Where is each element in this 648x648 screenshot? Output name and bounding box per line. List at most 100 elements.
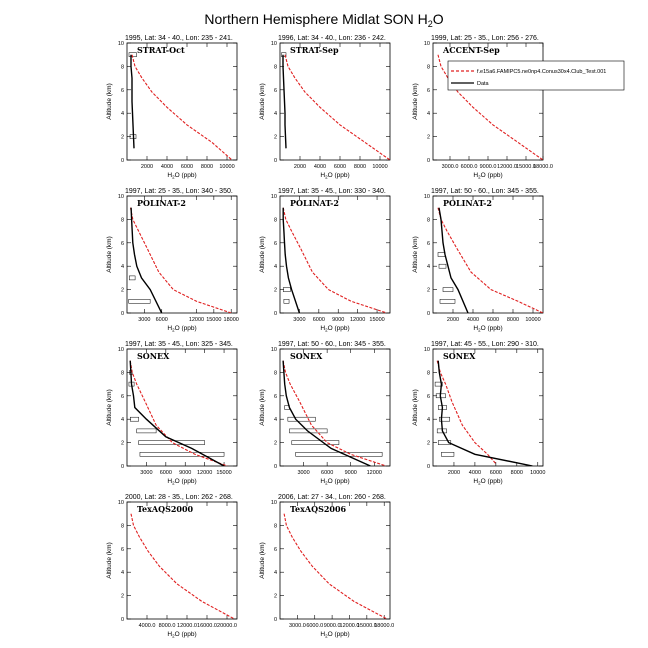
panel-plot-area xyxy=(437,207,543,313)
x-tick-label: 12000.0 xyxy=(497,164,517,170)
y-axis-label: Altitude (km) xyxy=(412,389,419,425)
y-tick-label: 10 xyxy=(118,347,124,353)
panel-plot-area xyxy=(128,52,233,160)
campaign-label: POLINAT-2 xyxy=(137,198,186,208)
panel-2: 1996, Lat: 34 - 40., Lon: 236 - 242. STRA… xyxy=(259,35,391,180)
panel-title: 1997, Lat: 35 - 45., Lon: 325 - 345. xyxy=(125,341,233,348)
y-axis-label: Altitude (km) xyxy=(412,236,419,272)
panel-title: 1997, Lat: 35 - 45., Lon: 330 - 340. xyxy=(278,188,386,195)
y-axis-label: Altitude (km) xyxy=(412,83,419,119)
panel-frame xyxy=(126,195,238,314)
campaign-label: STRAT-Sep xyxy=(290,45,339,55)
y-tick-label: 4 xyxy=(274,570,277,576)
y-tick-label: 8 xyxy=(427,217,430,223)
x-axis-label: H2O (ppb) xyxy=(167,172,196,180)
x-tick-label: 6000 xyxy=(181,164,193,170)
y-tick-label: 8 xyxy=(427,370,430,376)
campaign-label: POLINAT-2 xyxy=(443,198,492,208)
y-tick-label: 0 xyxy=(274,464,277,470)
x-tick-label: 6000 xyxy=(490,470,502,476)
y-axis-label: Altitude (km) xyxy=(106,236,113,272)
model-profile-line xyxy=(129,207,232,313)
data-range-box xyxy=(439,299,456,304)
y-tick-label: 8 xyxy=(274,64,277,70)
legend-data-label: Data xyxy=(477,81,490,87)
campaign-label: SONEX xyxy=(443,351,476,361)
y-tick-label: 0 xyxy=(274,158,277,164)
x-axis-label: H2O (ppb) xyxy=(320,631,349,639)
y-axis-label: Altitude (km) xyxy=(106,389,113,425)
x-tick-label: 18000.0 xyxy=(533,164,553,170)
campaign-label: TexAQS2006 xyxy=(290,504,347,514)
data-profile-line xyxy=(282,54,287,149)
panel-4: 1997, Lat: 25 - 35., Lon: 340 - 350. POLI… xyxy=(106,188,239,333)
panel-frame xyxy=(279,348,391,467)
x-tick-label: 12000 xyxy=(197,470,212,476)
y-tick-label: 8 xyxy=(121,217,124,223)
y-tick-label: 2 xyxy=(121,288,124,294)
data-range-box xyxy=(129,416,139,422)
data-range-box xyxy=(291,440,340,445)
x-tick-label: 12000.0 xyxy=(177,623,197,629)
y-tick-label: 6 xyxy=(427,241,430,247)
x-tick-label: 3000 xyxy=(297,470,309,476)
x-tick-label: 8000 xyxy=(511,470,523,476)
y-tick-label: 4 xyxy=(274,111,277,117)
x-tick-label: 3000.0 xyxy=(442,164,459,170)
y-tick-label: 10 xyxy=(271,347,277,353)
y-tick-label: 0 xyxy=(427,464,430,470)
x-tick-label: 10000 xyxy=(372,164,387,170)
panel-title: 1996, Lat: 34 - 40., Lon: 236 - 242. xyxy=(278,35,386,42)
x-axis-label: H2O (ppb) xyxy=(167,631,196,639)
x-tick-label: 12000 xyxy=(189,317,204,323)
x-tick-label: 4000.0 xyxy=(139,623,156,629)
x-tick-label: 10000 xyxy=(219,164,234,170)
model-profile-line xyxy=(130,513,235,619)
x-tick-label: 2000 xyxy=(448,470,460,476)
model-profile-line xyxy=(282,360,387,466)
data-range-box xyxy=(295,452,383,457)
y-axis-label: Altitude (km) xyxy=(259,389,266,425)
y-tick-label: 2 xyxy=(274,441,277,447)
y-tick-label: 2 xyxy=(427,135,430,141)
panel-3: 1999, Lat: 25 - 35., Lon: 256 - 276. ACCE… xyxy=(412,35,553,180)
panel-1: 1995, Lat: 34 - 40., Lon: 235 - 241. STRA… xyxy=(106,35,238,180)
y-tick-label: 2 xyxy=(274,135,277,141)
x-tick-label: 3000.0 xyxy=(289,623,306,629)
y-tick-label: 4 xyxy=(274,264,277,270)
y-tick-label: 8 xyxy=(274,370,277,376)
y-tick-label: 10 xyxy=(424,41,430,47)
model-profile-line xyxy=(283,513,388,619)
data-profile-line xyxy=(437,360,533,466)
x-tick-label: 4000 xyxy=(314,164,326,170)
data-profile-line xyxy=(129,360,225,466)
y-tick-label: 8 xyxy=(427,64,430,70)
y-tick-label: 6 xyxy=(121,547,124,553)
panel-plot-area xyxy=(128,207,232,313)
legend-model-label: f.e15a6.FAMIPC5.ne0np4.Conus30x4.Club_Te… xyxy=(477,69,606,75)
x-axis-label: H2O (ppb) xyxy=(320,478,349,486)
panel-11: 2006, Lat: 27 - 34., Lon: 260 - 268. TexA… xyxy=(259,494,394,639)
panels-group: 1995, Lat: 34 - 40., Lon: 235 - 241. STRA… xyxy=(106,35,553,639)
panel-10: 2000, Lat: 28 - 35., Lon: 262 - 268. TexA… xyxy=(106,494,238,639)
panel-9: 1997, Lat: 45 - 55., Lon: 290 - 310. SONE… xyxy=(412,341,545,486)
panel-title: 1997, Lat: 50 - 60., Lon: 345 - 355. xyxy=(431,188,539,195)
panel-frame xyxy=(126,348,238,467)
x-tick-label: 8000 xyxy=(201,164,213,170)
y-tick-label: 10 xyxy=(118,500,124,506)
y-tick-label: 4 xyxy=(121,570,124,576)
x-tick-label: 8000 xyxy=(507,317,519,323)
panel-plot-area xyxy=(281,52,390,160)
data-range-box xyxy=(437,440,452,445)
y-tick-label: 0 xyxy=(121,617,124,623)
y-tick-label: 10 xyxy=(271,194,277,200)
data-profile-line xyxy=(438,207,469,313)
x-tick-label: 2000 xyxy=(294,164,306,170)
y-tick-label: 8 xyxy=(274,217,277,223)
panel-plot-area xyxy=(282,360,387,466)
y-tick-label: 0 xyxy=(121,464,124,470)
panel-title: 1997, Lat: 45 - 55., Lon: 290 - 310. xyxy=(431,341,539,348)
panel-plot-area xyxy=(283,513,388,619)
panel-plot-area xyxy=(130,513,235,619)
x-tick-label: 6000.0 xyxy=(306,623,323,629)
